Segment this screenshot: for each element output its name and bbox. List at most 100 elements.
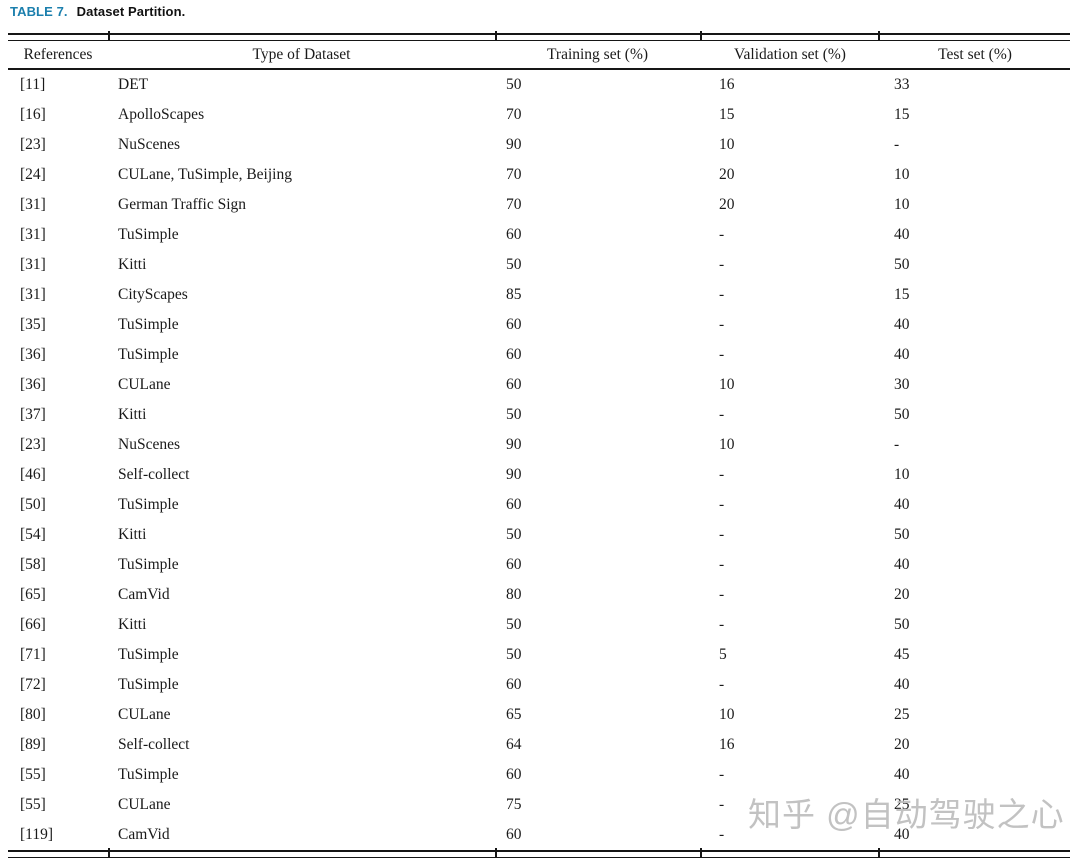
column-divider-tick	[700, 31, 702, 41]
column-divider-tick	[108, 31, 110, 41]
column-divider-tick	[495, 848, 497, 858]
cell-type-of-dataset: Kitti	[118, 616, 147, 633]
top-double-rule	[8, 33, 1070, 41]
cell-test-set: 50	[894, 526, 910, 543]
table-row: [50] TuSimple 60 - 40	[8, 490, 1070, 520]
cell-validation-set: -	[719, 256, 725, 273]
cell-validation-set: -	[719, 406, 725, 423]
cell-test-set: 25	[894, 796, 910, 813]
cell-references: [36]	[20, 376, 46, 393]
cell-references: [72]	[20, 676, 46, 693]
cell-references: [11]	[20, 76, 46, 93]
table-row: [72] TuSimple 60 - 40	[8, 670, 1070, 700]
cell-validation-set: -	[719, 466, 725, 483]
cell-test-set: 40	[894, 676, 910, 693]
cell-training-set: 60	[506, 556, 522, 573]
cell-type-of-dataset: TuSimple	[118, 556, 179, 573]
cell-references: [37]	[20, 406, 46, 423]
cell-training-set: 75	[506, 796, 522, 813]
table-row: [55] TuSimple 60 - 40	[8, 760, 1070, 790]
cell-validation-set: 16	[719, 736, 735, 753]
cell-validation-set: -	[719, 796, 725, 813]
table-bottom-rule	[8, 848, 1070, 858]
cell-training-set: 90	[506, 136, 522, 153]
cell-test-set: 50	[894, 256, 910, 273]
table-row: [23] NuScenes 90 10 -	[8, 130, 1070, 160]
column-divider-tick	[878, 31, 880, 41]
cell-references: [71]	[20, 646, 46, 663]
cell-type-of-dataset: TuSimple	[118, 766, 179, 783]
cell-validation-set: -	[719, 496, 725, 513]
cell-test-set: 10	[894, 466, 910, 483]
table-row: [31] German Traffic Sign 70 20 10	[8, 190, 1070, 220]
table-row: [11] DET 50 16 33	[8, 70, 1070, 100]
cell-validation-set: -	[719, 826, 725, 843]
cell-test-set: 10	[894, 166, 910, 183]
cell-test-set: 20	[894, 736, 910, 753]
column-header-test-set: Test set (%)	[938, 45, 1012, 63]
cell-validation-set: -	[719, 346, 725, 363]
cell-training-set: 50	[506, 406, 522, 423]
column-header-training-set: Training set (%)	[546, 45, 649, 63]
table-row: [36] CULane 60 10 30	[8, 370, 1070, 400]
cell-training-set: 80	[506, 586, 522, 603]
cell-test-set: 50	[894, 616, 910, 633]
table-row: [24] CULane, TuSimple, Beijing 70 20 10	[8, 160, 1070, 190]
table-row: [36] TuSimple 60 - 40	[8, 340, 1070, 370]
cell-test-set: 40	[894, 556, 910, 573]
cell-references: [36]	[20, 346, 46, 363]
table-row: [119] CamVid 60 - 40	[8, 820, 1070, 850]
cell-references: [119]	[20, 826, 53, 843]
column-header-validation-set: Validation set (%)	[734, 45, 846, 63]
cell-type-of-dataset: TuSimple	[118, 646, 179, 663]
cell-validation-set: 10	[719, 376, 735, 393]
cell-references: [23]	[20, 136, 46, 153]
cell-validation-set: -	[719, 676, 725, 693]
table-row: [16] ApolloScapes 70 15 15	[8, 100, 1070, 130]
table-row: [66] Kitti 50 - 50	[8, 610, 1070, 640]
bottom-double-rule	[8, 850, 1070, 858]
table-header-row: References Type of Dataset Training set …	[8, 41, 1070, 68]
cell-references: [24]	[20, 166, 46, 183]
cell-test-set: 40	[894, 226, 910, 243]
cell-training-set: 60	[506, 496, 522, 513]
cell-validation-set: -	[719, 556, 725, 573]
table-top-rule	[8, 31, 1070, 41]
table-row: [46] Self-collect 90 - 10	[8, 460, 1070, 490]
cell-type-of-dataset: Kitti	[118, 256, 147, 273]
table-row: [54] Kitti 50 - 50	[8, 520, 1070, 550]
table-row: [31] Kitti 50 - 50	[8, 250, 1070, 280]
cell-test-set: -	[894, 136, 900, 153]
cell-validation-set: 20	[719, 166, 735, 183]
column-header-references: References	[23, 45, 93, 63]
cell-type-of-dataset: CULane	[118, 376, 171, 393]
cell-validation-set: -	[719, 616, 725, 633]
cell-type-of-dataset: CULane, TuSimple, Beijing	[118, 166, 292, 183]
cell-validation-set: -	[719, 286, 725, 303]
cell-test-set: 40	[894, 316, 910, 333]
cell-type-of-dataset: CULane	[118, 706, 171, 723]
cell-training-set: 60	[506, 346, 522, 363]
table-row: [55] CULane 75 - 25	[8, 790, 1070, 820]
column-header-type-of-dataset: Type of Dataset	[252, 45, 351, 63]
dataset-partition-table: References Type of Dataset Training set …	[8, 31, 1070, 858]
cell-test-set: 15	[894, 106, 910, 123]
cell-training-set: 70	[506, 106, 522, 123]
table-row: [65] CamVid 80 - 20	[8, 580, 1070, 610]
cell-validation-set: 10	[719, 436, 735, 453]
table-row: [58] TuSimple 60 - 40	[8, 550, 1070, 580]
cell-references: [31]	[20, 286, 46, 303]
cell-test-set: 10	[894, 196, 910, 213]
cell-test-set: -	[894, 436, 900, 453]
cell-training-set: 90	[506, 436, 522, 453]
cell-type-of-dataset: DET	[118, 76, 149, 93]
cell-type-of-dataset: Self-collect	[118, 736, 190, 753]
cell-references: [31]	[20, 256, 46, 273]
cell-test-set: 40	[894, 496, 910, 513]
cell-test-set: 45	[894, 646, 910, 663]
cell-type-of-dataset: ApolloScapes	[118, 106, 205, 123]
table-caption-label: TABLE 7.	[10, 4, 68, 19]
cell-type-of-dataset: NuScenes	[118, 436, 180, 453]
cell-test-set: 15	[894, 286, 910, 303]
cell-validation-set: -	[719, 526, 725, 543]
